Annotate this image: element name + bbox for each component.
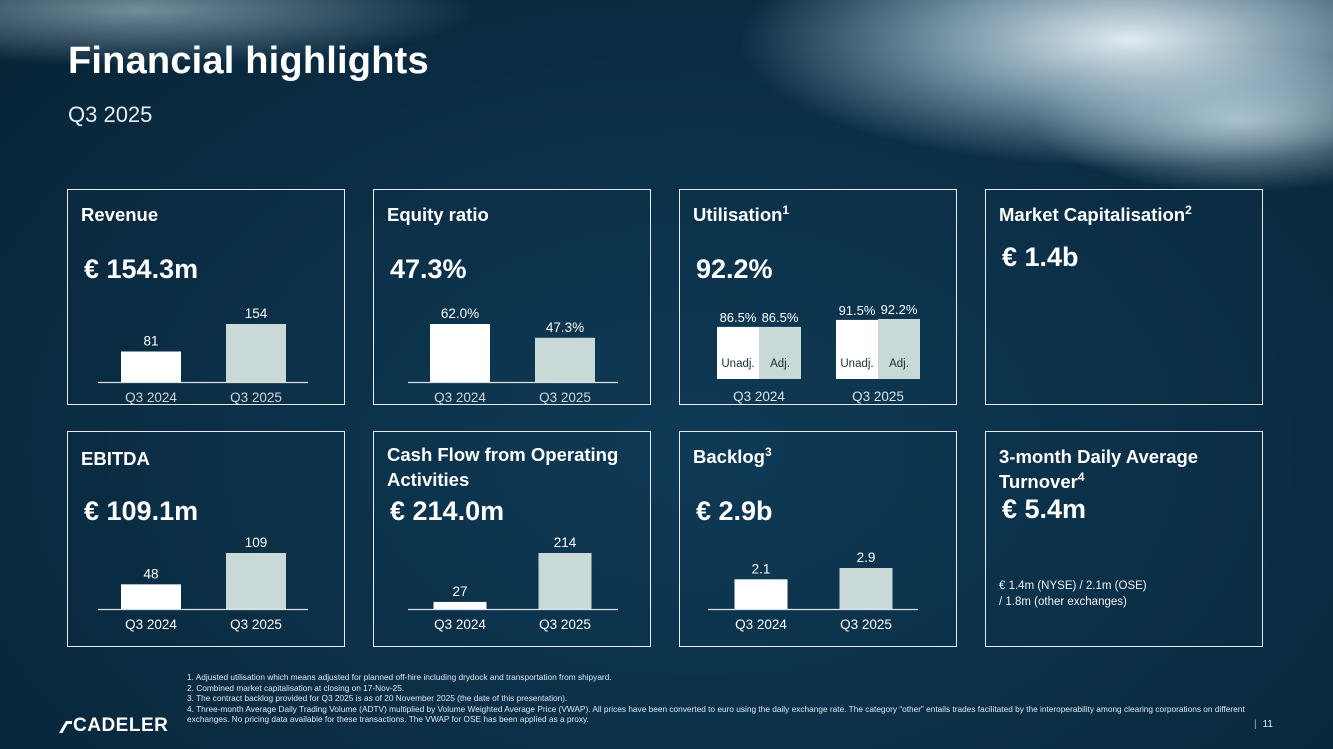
card-title: Utilisation1	[693, 202, 790, 225]
card-title: 3-month Daily Average Turnover4	[999, 446, 1199, 492]
card-title: EBITDA	[81, 448, 150, 469]
footnote-4: 4. Three-month Average Daily Trading Vol…	[187, 703, 1245, 725]
x-tick-label: Q3 2025	[539, 617, 591, 632]
turnover-card: 3-month Daily Average Turnover4 € 5.4m €…	[985, 431, 1263, 647]
ebitda-chart: 48 Q3 2024 109 Q3 2025	[98, 535, 308, 632]
market-cap-card: Market Capitalisation2 € 1.4b	[985, 189, 1263, 405]
turnover-breakdown-line-2: / 1.8m (other exchanges)	[999, 596, 1127, 608]
data-label: 214	[554, 535, 577, 550]
utilisation-card: Utilisation1 92.2% 86.5% Unadj. 86.5% Adj. Q…	[679, 189, 957, 405]
data-label: 91.5%	[839, 303, 876, 318]
page-number: | 11	[1254, 719, 1273, 730]
data-label: 2.1	[752, 561, 771, 576]
bar-1	[734, 579, 788, 609]
data-label: 2.9	[857, 550, 876, 565]
footnote-1: 1. Adjusted utilisation which means adju…	[187, 672, 612, 682]
kpi-value: 47.3%	[390, 254, 467, 284]
revenue-card: Revenue € 154.3m 81 Q3 2024 154 Q3 2025	[67, 189, 345, 405]
x-tick-label: Q3 2025	[230, 390, 282, 405]
ebitda-card: EBITDA € 109.1m 48 Q3 2024 109 Q3 2025	[67, 431, 345, 647]
data-label: 27	[452, 584, 467, 599]
kpi-value: € 154.3m	[84, 254, 199, 284]
backlog-chart: 2.1 Q3 2024 2.9 Q3 2025	[708, 550, 918, 632]
bar-1	[121, 351, 181, 382]
equity-ratio-chart: 62.0% Q3 2024 47.3% Q3 2025	[408, 306, 618, 405]
x-tick-label: Q3 2025	[539, 390, 591, 405]
backlog-card: Backlog3 € 2.9b 2.1 Q3 2024 2.9 Q3 2025	[679, 431, 957, 647]
footnote-ref: 1	[782, 202, 790, 217]
card-title: Backlog3	[693, 444, 772, 467]
kpi-value: € 5.4m	[1002, 494, 1087, 524]
data-label: 62.0%	[441, 306, 479, 321]
bar-adj-1	[759, 326, 801, 379]
bar-adj-2	[878, 319, 920, 379]
equity-ratio-card: Equity ratio 47.3% 62.0% Q3 2024 47.3% Q3 2…	[373, 189, 651, 405]
data-label: 81	[143, 333, 158, 348]
bar-2	[226, 553, 286, 609]
page-title: Financial highlights	[68, 40, 429, 82]
cadeler-logo: CADELER	[58, 715, 168, 737]
bar-unadj-2	[836, 319, 878, 379]
data-label: 48	[143, 566, 158, 581]
x-tick-label: Q3 2025	[852, 389, 904, 404]
turnover-breakdown: € 1.4m (NYSE) / 2.1m (OSE) / 1.8m (other…	[999, 578, 1147, 610]
x-tick-label: Q3 2024	[735, 617, 787, 632]
card-title: Revenue	[81, 204, 159, 225]
bar-unadj-1	[717, 326, 759, 379]
cash-flow-chart: 27 Q3 2024 214 Q3 2025	[408, 535, 618, 632]
kpi-value: € 2.9b	[696, 496, 773, 526]
footnote-3: 3. The contract backlog provided for Q3 …	[187, 693, 568, 704]
logo-text: CADELER	[73, 715, 169, 736]
logo-mark-icon	[59, 721, 72, 733]
turnover-breakdown-line-1: € 1.4m (NYSE) / 2.1m (OSE)	[999, 580, 1147, 592]
footnotes: 1. Adjusted utilisation which means adju…	[187, 672, 1247, 725]
kpi-value: 92.2%	[696, 254, 773, 284]
revenue-chart: 81 Q3 2024 154 Q3 2025	[98, 306, 308, 405]
data-label: 92.2%	[881, 302, 918, 317]
card-title: Cash Flow from Operating Activities	[387, 444, 619, 490]
x-tick-label: Q3 2025	[230, 617, 282, 632]
bar-2	[226, 324, 286, 382]
x-tick-label: Q3 2024	[434, 390, 486, 405]
data-label: 47.3%	[546, 320, 584, 335]
kpi-value: € 109.1m	[84, 496, 199, 526]
footnote-ref: 4	[1077, 469, 1085, 484]
data-label: 86.5%	[720, 310, 757, 325]
card-title: Equity ratio	[387, 204, 489, 225]
x-tick-label: Q3 2024	[733, 389, 785, 404]
utilisation-chart: 86.5% Unadj. 86.5% Adj. Q3 2024 91.5% Unadj. 92…	[717, 302, 920, 404]
page-subtitle: Q3 2025	[68, 102, 153, 127]
x-tick-label: Q3 2025	[840, 617, 892, 632]
footnote-ref: 2	[1185, 202, 1192, 217]
series-label: Adj.	[889, 358, 909, 370]
kpi-value: € 214.0m	[390, 496, 505, 526]
data-label: 154	[245, 306, 268, 321]
card-title: Market Capitalisation2	[999, 202, 1192, 225]
kpi-value: € 1.4b	[1002, 242, 1079, 272]
series-label: Adj.	[770, 358, 790, 370]
data-label: 109	[245, 535, 268, 550]
data-label: 86.5%	[762, 310, 799, 325]
x-tick-label: Q3 2024	[125, 617, 177, 632]
series-label: Unadj.	[840, 358, 873, 370]
bar-2	[839, 568, 893, 609]
bar-2	[538, 553, 592, 609]
bar-1	[121, 584, 181, 609]
bar-1	[433, 601, 487, 609]
bar-2	[535, 337, 595, 382]
cash-flow-card: Cash Flow from Operating Activities € 21…	[373, 431, 651, 647]
footnote-2: 2. Combined market capitalisation at clo…	[187, 682, 405, 693]
x-tick-label: Q3 2024	[434, 617, 486, 632]
footnote-ref: 3	[764, 444, 772, 459]
series-label: Unadj.	[721, 358, 754, 370]
bar-1	[430, 324, 490, 382]
x-tick-label: Q3 2024	[125, 390, 177, 405]
